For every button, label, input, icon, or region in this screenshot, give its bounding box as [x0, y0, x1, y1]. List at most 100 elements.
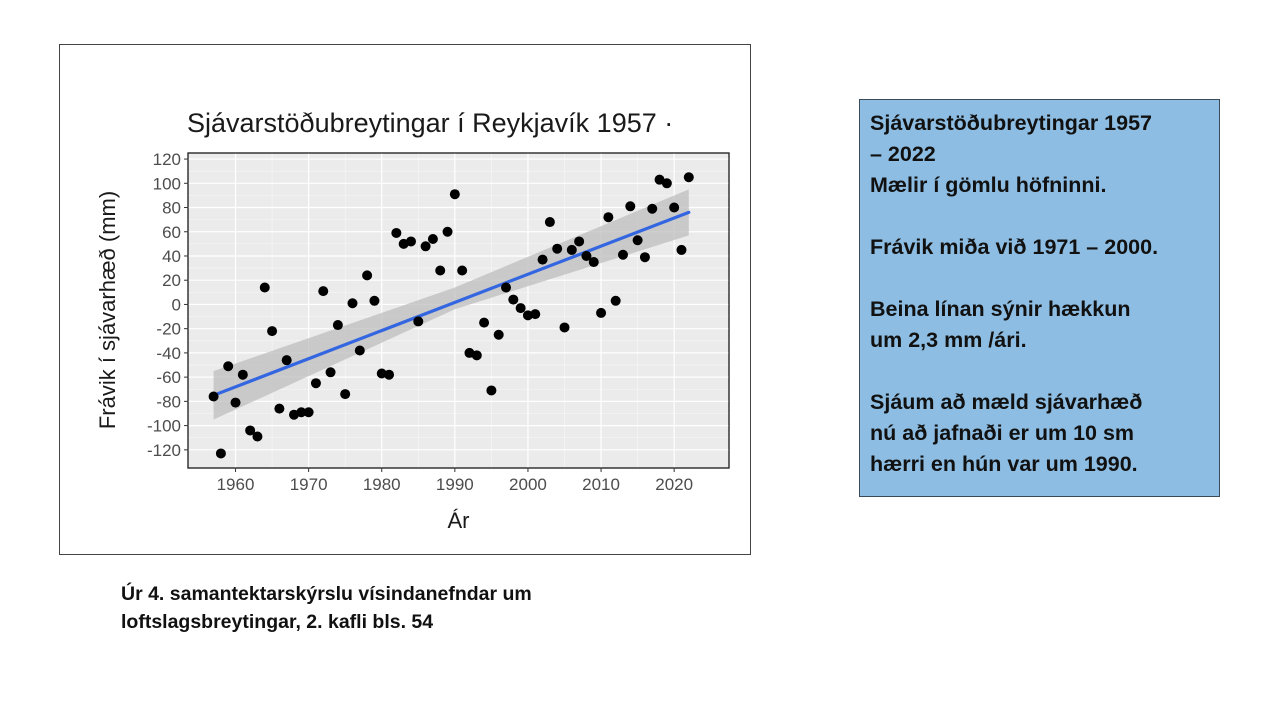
data-point — [493, 329, 504, 340]
data-point — [647, 203, 658, 214]
data-point — [274, 403, 285, 414]
x-tick-label: 2020 — [655, 475, 693, 494]
plot-panel — [187, 152, 730, 469]
data-point — [215, 448, 226, 459]
data-point — [281, 355, 292, 366]
data-point — [471, 350, 482, 361]
info-trend-line: um 2,3 mm /ári. — [870, 328, 1027, 352]
x-tick-label: 2000 — [509, 475, 547, 494]
info-gauge-note: Mælir í gömlu höfninni. — [870, 173, 1107, 197]
data-point — [267, 326, 278, 337]
data-point — [208, 391, 219, 402]
data-point — [588, 257, 599, 268]
data-point — [479, 317, 490, 328]
sea-level-chart: Sjávarstöðubreytingar í Reykjavík 1957 ·… — [95, 108, 730, 533]
data-point — [661, 178, 672, 189]
x-tick-label: 1980 — [363, 475, 401, 494]
data-point — [310, 378, 321, 389]
data-point — [259, 282, 270, 293]
y-tick-label: 100 — [153, 174, 181, 193]
data-point — [384, 369, 395, 380]
data-point — [347, 298, 358, 309]
data-point — [603, 212, 614, 223]
data-point — [449, 189, 460, 200]
y-axis-label: Frávik í sjávarhæð (mm) — [95, 191, 120, 429]
data-point — [676, 244, 687, 255]
data-point — [413, 316, 424, 327]
data-point — [420, 241, 431, 252]
y-tick-label: -40 — [156, 344, 181, 363]
data-point — [332, 320, 343, 331]
y-tick-label: 60 — [162, 223, 181, 242]
data-point — [442, 226, 453, 237]
data-points — [187, 152, 730, 469]
y-tick-label: -120 — [147, 441, 181, 460]
data-point — [230, 397, 241, 408]
data-point — [610, 295, 621, 306]
data-point — [427, 234, 438, 245]
data-point — [596, 307, 607, 318]
data-point — [237, 369, 248, 380]
data-point — [369, 295, 380, 306]
x-axis-label: Ár — [448, 508, 470, 533]
trend-line-layer — [211, 210, 691, 397]
info-conclusion-line: nú að jafnaði er um 10 sm — [870, 421, 1135, 445]
info-title-line: Sjávarstöðubreytingar 1957 — [870, 111, 1153, 135]
data-point — [296, 407, 307, 418]
data-point — [318, 286, 329, 297]
data-point — [617, 249, 628, 260]
info-conclusion-line: hærri en hún var um 1990. — [870, 452, 1138, 476]
y-tick-label: 0 — [172, 295, 181, 314]
x-tick-label: 1970 — [290, 475, 328, 494]
data-point — [544, 217, 555, 228]
chart-figure: Sjávarstöðubreytingar í Reykjavík 1957 ·… — [59, 44, 751, 555]
x-tick-label: 2010 — [582, 475, 620, 494]
y-tick-label: -80 — [156, 392, 181, 411]
data-point — [581, 250, 592, 261]
data-point — [639, 252, 650, 263]
data-point — [566, 244, 577, 255]
data-point — [683, 172, 694, 183]
data-point — [632, 235, 643, 246]
y-tick-label: -100 — [147, 417, 181, 436]
caption-line: Úr 4. samantektarskýrslu vísindanefndar … — [121, 583, 532, 605]
data-point — [354, 345, 365, 356]
data-point — [405, 236, 416, 247]
data-point — [245, 425, 256, 436]
data-point — [223, 361, 234, 372]
data-point — [340, 389, 351, 400]
data-point — [457, 265, 468, 276]
plot-border — [187, 152, 730, 469]
info-trend-line: Beina línan sýnir hækkun — [870, 297, 1131, 321]
axis-ticks: -120 -100 -80 -60 -40 -20 0 20 40 60 80 100 120 1960 1… — [147, 150, 693, 494]
y-tick-label: 20 — [162, 271, 181, 290]
y-tick-label: -20 — [156, 320, 181, 339]
data-point — [552, 243, 563, 254]
y-tick-label: 40 — [162, 247, 181, 266]
data-point — [303, 407, 314, 418]
data-point — [537, 254, 548, 265]
data-point — [435, 265, 446, 276]
source-caption: Úr 4. samantektarskýrslu vísindanefndar … — [121, 580, 532, 636]
caption-line: loftslagsbreytingar, 2. kafli bls. 54 — [121, 611, 434, 633]
data-point — [559, 322, 570, 333]
data-point — [508, 294, 519, 305]
data-point — [515, 303, 526, 314]
data-point — [501, 282, 512, 293]
data-point — [391, 227, 402, 238]
data-point — [362, 270, 373, 281]
info-reference-period: Frávik miða við 1971 – 2000. — [870, 235, 1159, 259]
y-tick-label: 80 — [162, 199, 181, 218]
data-point — [574, 236, 585, 247]
data-point — [530, 309, 541, 320]
info-box: Sjávarstöðubreytingar 1957 – 2022 Mælir … — [859, 99, 1220, 497]
x-tick-label: 1990 — [436, 475, 474, 494]
y-tick-label: 120 — [153, 150, 181, 169]
data-point — [325, 367, 336, 378]
y-tick-label: -60 — [156, 368, 181, 387]
x-tick-label: 1960 — [217, 475, 255, 494]
trend-line — [211, 210, 691, 397]
data-point — [252, 431, 263, 442]
data-point — [625, 201, 636, 212]
info-conclusion-line: Sjáum að mæld sjávarhæð — [870, 390, 1143, 414]
